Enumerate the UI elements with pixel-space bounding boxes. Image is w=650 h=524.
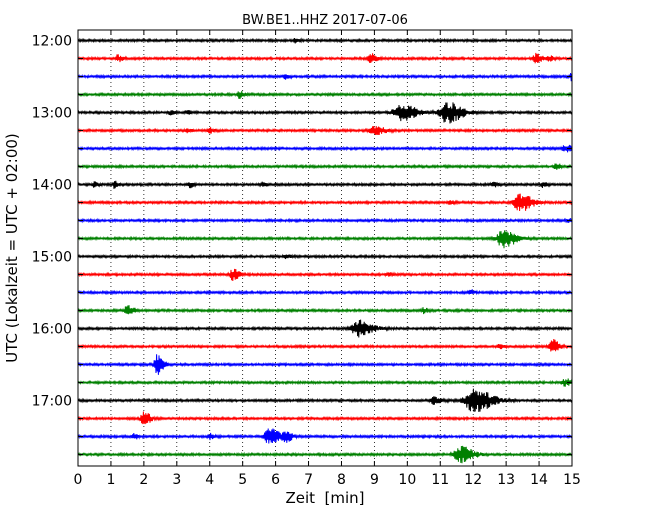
x-tick-label: 14 (530, 472, 548, 488)
x-tick-label: 6 (271, 472, 280, 488)
plot-frame (77, 29, 573, 467)
trace-1400 (77, 180, 573, 189)
trace-1445 (77, 230, 573, 249)
vertical-grid (110, 30, 540, 466)
chart-title: BW.BE1..HHZ 2017-07-06 (242, 13, 408, 28)
x-tick-label: 13 (497, 472, 515, 488)
y-tick-label: 15:00 (32, 250, 72, 266)
trace-1715 (77, 411, 573, 425)
seismic-traces (77, 37, 573, 464)
x-tick-label: 15 (563, 472, 581, 488)
x-tick-label: 10 (398, 472, 416, 488)
trace-1745 (77, 445, 573, 464)
x-tick-label: 12 (464, 472, 482, 488)
trace-1615 (77, 338, 573, 352)
trace-1515 (77, 268, 573, 281)
y-axis-label: UTC (Lokalzeit = UTC + 02:00) (3, 133, 21, 363)
x-axis-label: Zeit [min] (285, 489, 364, 507)
trace-1700 (77, 388, 573, 412)
trace-1415 (77, 193, 573, 212)
y-tick-label: 14:00 (32, 178, 72, 194)
x-tick-label: 7 (304, 472, 313, 488)
x-tick-label: 1 (106, 472, 115, 488)
trace-1200 (77, 37, 573, 44)
x-tick-label: 3 (172, 472, 181, 488)
x-tick-label: 0 (74, 472, 83, 488)
trace-1345 (77, 163, 573, 170)
trace-1230 (77, 72, 573, 82)
trace-1500 (77, 253, 573, 260)
y-axis-ticks: 12:00 13:00 14:00 15:00 16:00 17:00 (32, 34, 572, 455)
x-tick-label: 8 (337, 472, 346, 488)
trace-1315 (77, 126, 573, 136)
trace-1545 (77, 305, 573, 315)
x-tick-label: 9 (370, 472, 379, 488)
trace-1430 (77, 217, 573, 224)
trace-1730 (77, 428, 573, 444)
x-tick-label: 11 (431, 472, 449, 488)
trace-1300 (77, 102, 573, 124)
trace-1630 (77, 354, 573, 375)
trace-1245 (77, 90, 573, 100)
x-tick-label: 2 (139, 472, 148, 488)
trace-1530 (77, 289, 573, 296)
y-tick-label: 17:00 (32, 394, 72, 410)
trace-1600 (77, 319, 573, 338)
y-tick-label: 16:00 (32, 322, 72, 338)
y-tick-label: 12:00 (32, 34, 72, 50)
trace-1645 (77, 378, 573, 387)
y-tick-label: 13:00 (32, 106, 72, 122)
trace-1215 (77, 52, 573, 64)
x-tick-label: 5 (238, 472, 247, 488)
x-axis-ticks: 0 1 2 3 4 5 6 7 8 9 10 11 12 13 14 15 (74, 30, 581, 488)
trace-1330 (77, 144, 573, 153)
x-tick-label: 4 (205, 472, 214, 488)
